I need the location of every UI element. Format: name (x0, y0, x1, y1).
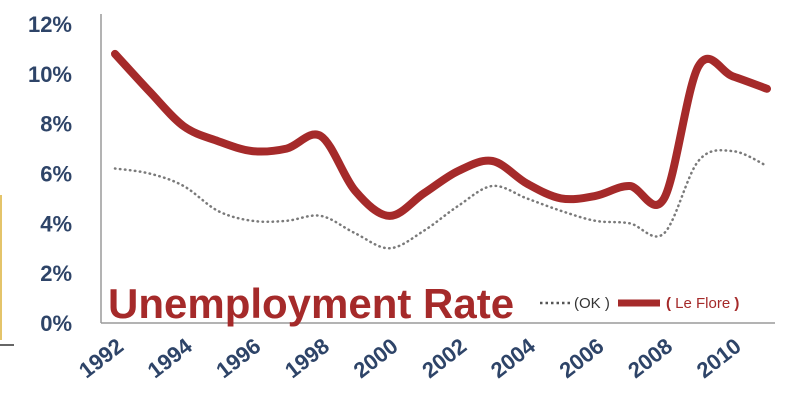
legend-leflore-name: Le Flore (671, 295, 734, 312)
y-tick-label: 2% (40, 261, 72, 286)
x-tick-label: 1994 (143, 333, 198, 383)
y-tick-label: 12% (28, 12, 72, 37)
x-axis-tick-labels: 1992 1994 1996 1998 2000 2002 2004 2006 2008 2010 (74, 333, 746, 383)
legend-leflore-open-paren: ( (666, 295, 671, 312)
y-tick-label: 4% (40, 211, 72, 236)
legend-leflore-label: ( Le Flore ) (666, 295, 739, 312)
series-lines (111, 49, 771, 250)
chart-title: Unemployment Rate (108, 280, 514, 327)
x-tick-label: 2006 (555, 333, 609, 383)
x-tick-label: 2010 (692, 333, 746, 383)
x-tick-label: 2008 (623, 333, 677, 383)
y-tick-label: 0% (40, 311, 72, 336)
series-line-leflore (111, 49, 771, 220)
y-tick-label: 8% (40, 112, 72, 137)
axes (100, 14, 775, 324)
y-tick-label: 10% (28, 62, 72, 87)
x-tick-label: 1996 (211, 333, 265, 383)
legend-ok-label: (OK ) (574, 295, 610, 312)
series-line-ok (113, 148, 769, 250)
y-tick-label: 6% (40, 162, 72, 187)
legend-leflore-close-paren: ) (734, 295, 739, 312)
x-tick-label: 1998 (280, 333, 334, 383)
x-tick-label: 2002 (417, 333, 471, 383)
y-axis-tick-labels: 0% 2% 4% 6% 8% 10% 12% (28, 12, 72, 336)
x-tick-label: 1992 (74, 333, 128, 383)
x-tick-label: 2004 (486, 333, 541, 383)
x-tick-label: 2000 (349, 333, 403, 383)
legend: (OK ) ( Le Flore ) (540, 295, 739, 312)
